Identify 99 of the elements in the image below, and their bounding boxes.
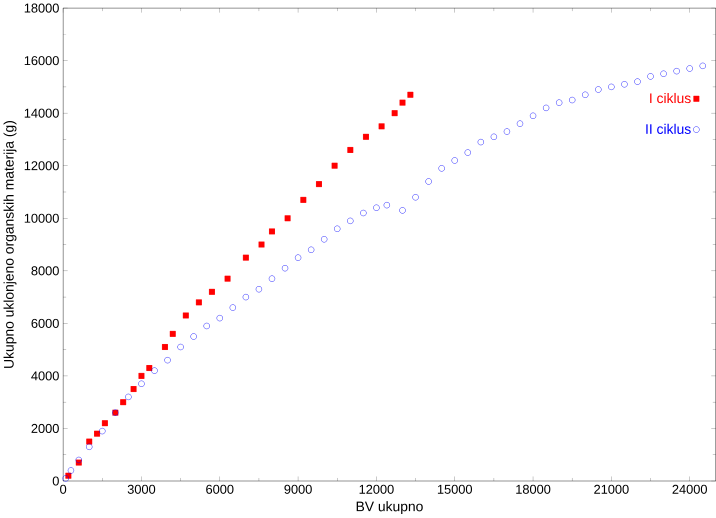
point	[452, 157, 458, 164]
point	[86, 438, 92, 445]
x-tick-label: 6000	[206, 484, 234, 494]
y-tick-label: 8000	[31, 266, 59, 276]
point	[68, 467, 74, 474]
point	[284, 215, 291, 222]
point	[595, 86, 602, 93]
point	[347, 147, 354, 154]
point	[146, 365, 152, 372]
point	[400, 100, 406, 106]
point	[242, 254, 249, 261]
x-tick-label: 18000	[516, 484, 550, 494]
x-tick-label: 21000	[594, 484, 629, 494]
point	[256, 286, 262, 293]
x-tick-label: 0	[60, 484, 66, 494]
point	[224, 276, 231, 282]
point	[76, 456, 82, 464]
point	[673, 68, 680, 75]
point	[120, 399, 126, 406]
point	[138, 380, 145, 388]
point	[268, 228, 275, 235]
y-tick-label: 16000	[24, 56, 59, 66]
point	[177, 344, 184, 350]
point	[99, 428, 106, 434]
legend-label: II ciklus	[646, 124, 691, 134]
point	[230, 304, 236, 311]
point	[412, 194, 419, 201]
x-tick-label: 9000	[284, 484, 312, 494]
point	[216, 315, 223, 322]
point	[608, 84, 615, 90]
point	[258, 242, 265, 248]
point	[378, 124, 385, 130]
point	[332, 162, 338, 169]
point	[102, 420, 108, 426]
point	[660, 70, 667, 78]
point	[634, 78, 641, 86]
point	[621, 81, 628, 88]
point	[125, 394, 132, 400]
point	[373, 204, 380, 212]
point	[438, 165, 445, 172]
y-axis-title: Ukupno uklonjeno organskih materija (g)	[4, 121, 16, 368]
point	[300, 197, 306, 204]
x-tick-label: 24000	[672, 484, 707, 494]
point	[294, 254, 302, 262]
point	[384, 202, 390, 209]
point	[164, 357, 171, 364]
point	[151, 368, 158, 374]
point	[504, 128, 510, 135]
y-tick-label: 4000	[31, 372, 59, 381]
point	[196, 300, 202, 306]
point	[425, 178, 432, 185]
point	[316, 181, 322, 188]
y-tick-label: 2000	[32, 424, 59, 434]
point	[362, 134, 369, 140]
point	[334, 226, 340, 232]
point	[490, 134, 498, 140]
point	[556, 100, 562, 106]
y-tick-label: 10000	[24, 214, 59, 223]
point	[686, 65, 693, 72]
point	[542, 104, 550, 112]
point	[582, 92, 588, 98]
point	[138, 373, 144, 380]
point	[399, 207, 406, 214]
point	[464, 150, 471, 156]
point	[86, 444, 92, 450]
point	[182, 312, 189, 319]
point	[268, 276, 276, 282]
point	[392, 110, 398, 116]
point	[190, 333, 197, 340]
x-tick-label: 3000	[128, 484, 156, 494]
point	[62, 475, 69, 482]
point	[530, 112, 536, 120]
x-tick-label: 12000	[360, 484, 394, 494]
y-tick-label: 12000	[24, 161, 59, 170]
point	[208, 289, 215, 296]
point	[204, 322, 210, 330]
point	[360, 210, 367, 216]
point	[308, 246, 314, 254]
y-tick-label: 6000	[32, 319, 59, 328]
point	[407, 92, 414, 98]
x-tick-label: 15000	[438, 484, 472, 494]
point	[94, 430, 100, 437]
point	[347, 218, 354, 224]
point	[282, 265, 288, 272]
x-axis-title: BV ukupno	[356, 501, 423, 514]
point	[516, 120, 524, 128]
y-tick-label: 14000	[24, 108, 59, 118]
point	[569, 97, 576, 104]
y-tick-label: 0	[52, 476, 59, 486]
y-tick-label: 18000	[24, 4, 59, 13]
point	[162, 344, 168, 350]
point	[242, 294, 250, 300]
point	[130, 386, 137, 392]
legend-label: I ciklus	[650, 93, 691, 104]
point	[320, 236, 328, 243]
point	[170, 331, 176, 338]
point	[700, 62, 706, 70]
point	[647, 73, 654, 80]
point	[478, 139, 484, 146]
